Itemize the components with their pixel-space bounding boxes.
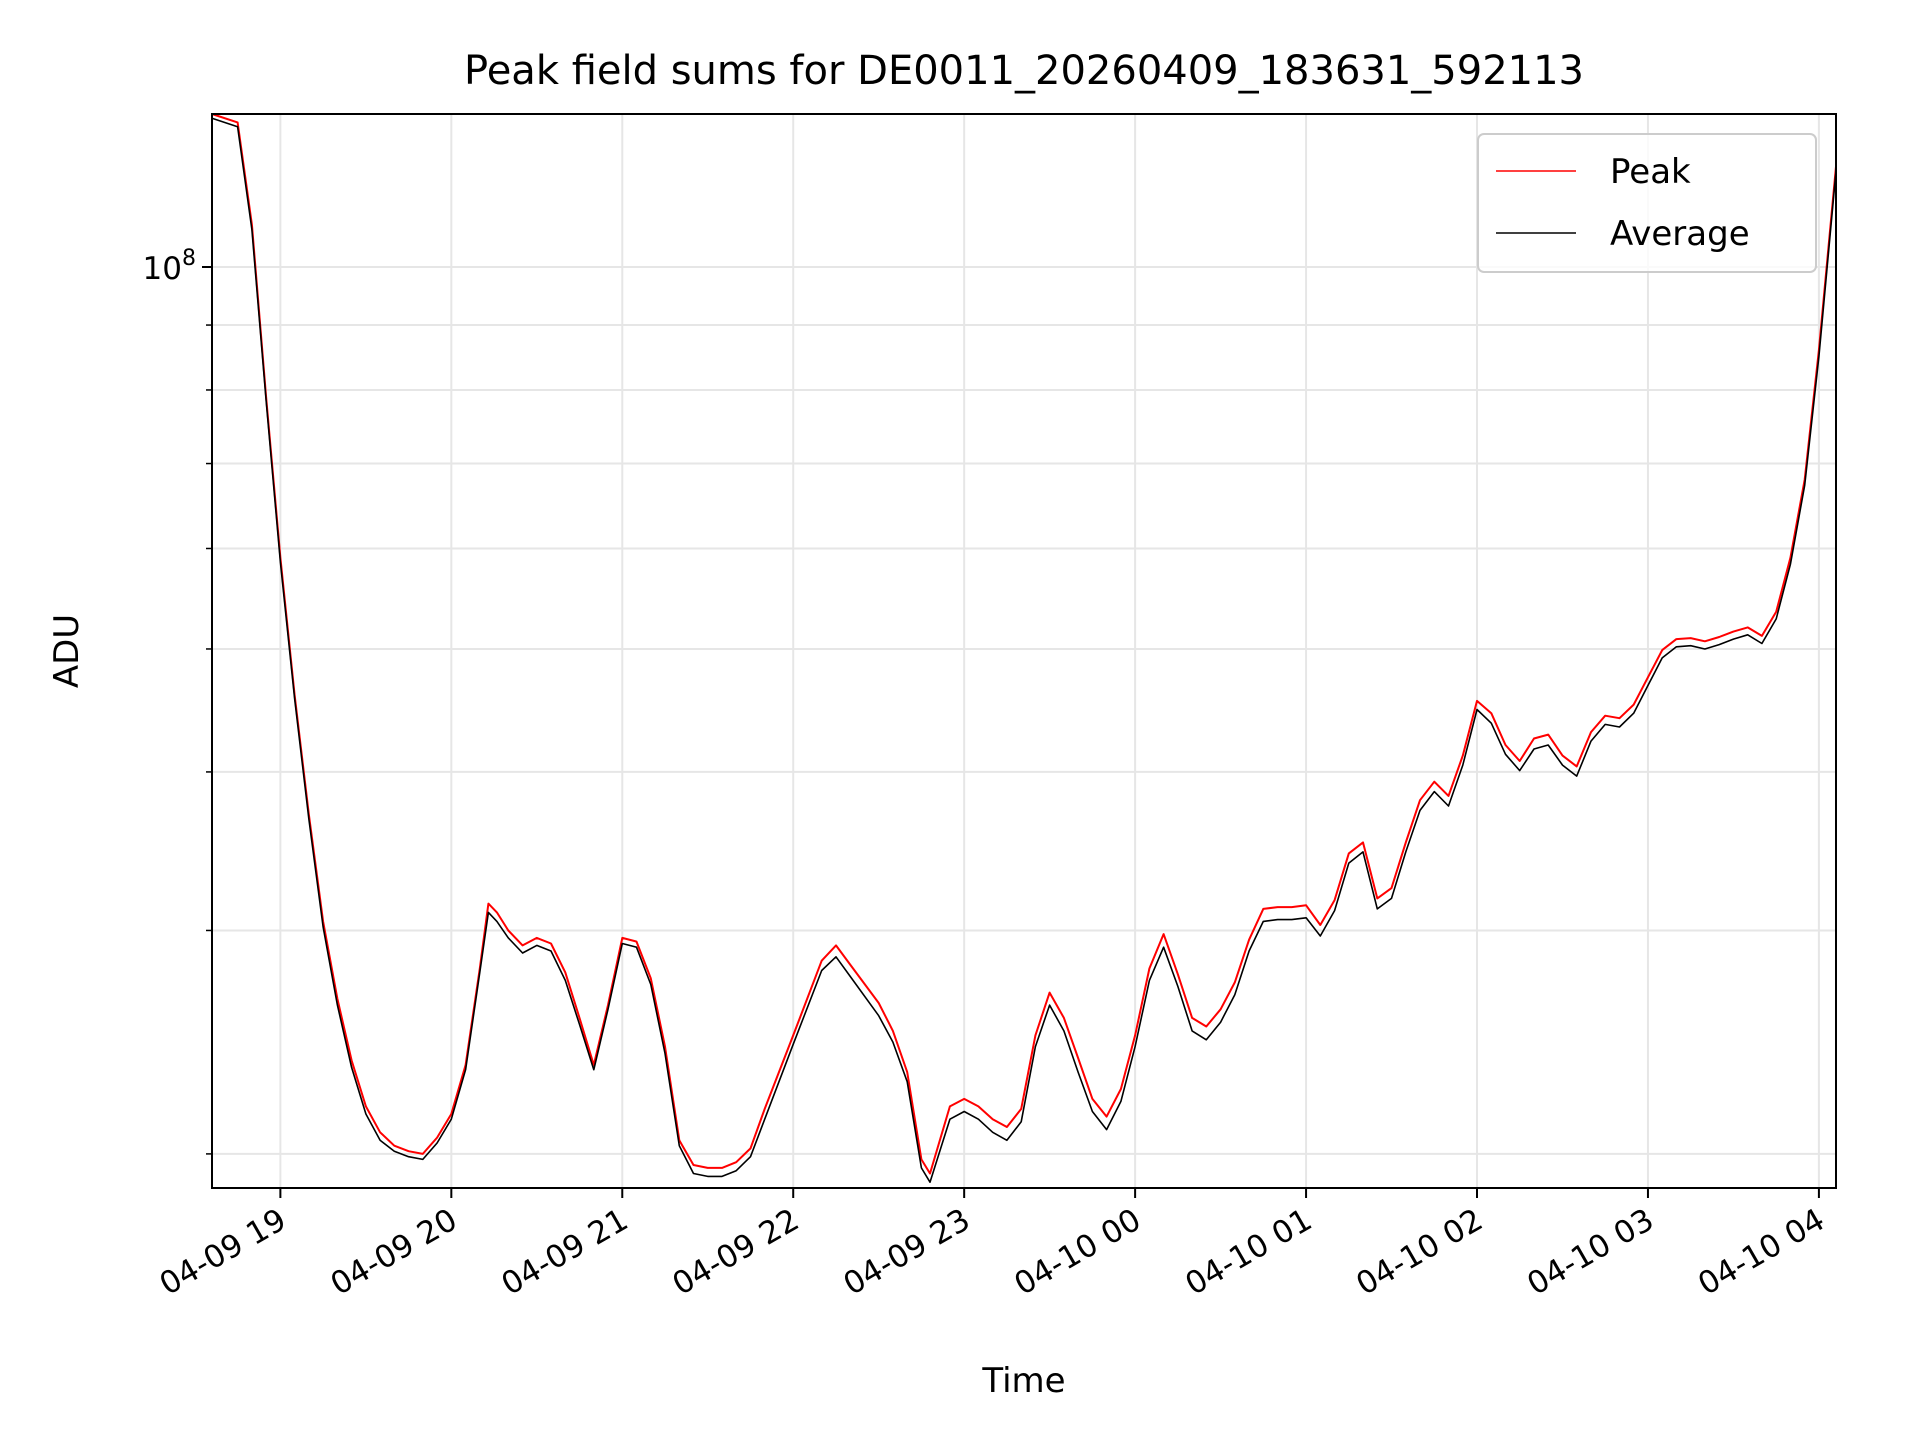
legend: Peak Average xyxy=(1477,133,1817,273)
series-line-peak xyxy=(211,113,1837,1175)
series-line-average xyxy=(211,117,1837,1183)
x-axis-label: Time xyxy=(981,1361,1065,1401)
chart-title: Peak field sums for DE0011_20260409_1836… xyxy=(464,48,1584,94)
y-axis-label: ADU xyxy=(47,614,87,688)
legend-label-average: Average xyxy=(1610,214,1750,254)
plot-frame xyxy=(211,113,1837,1189)
y-tick-exponent: 8 xyxy=(182,246,196,271)
y-tick-base: 10 xyxy=(143,251,182,287)
legend-label-peak: Peak xyxy=(1610,152,1691,192)
y-tick-label: 108 xyxy=(143,246,196,287)
plot-series xyxy=(211,113,1837,1183)
legend-box xyxy=(1477,133,1817,273)
